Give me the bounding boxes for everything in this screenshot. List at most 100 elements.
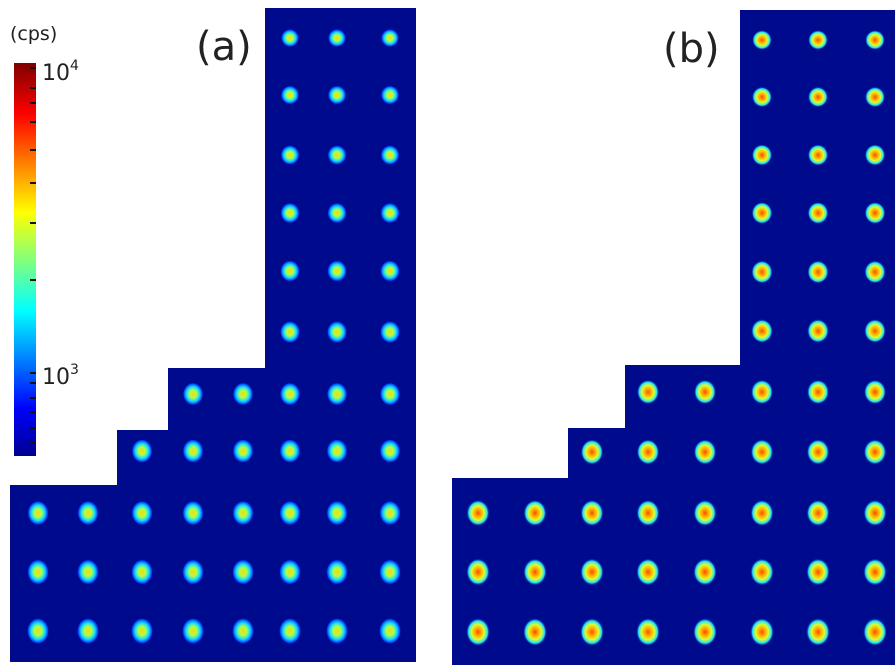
spot [466,558,490,586]
colorbar-ticks [30,67,36,444]
spot [806,558,830,586]
spot [750,379,774,405]
spot [807,86,829,108]
spot [280,202,300,224]
spot [326,500,348,526]
spot [182,439,204,463]
spot [379,439,401,463]
spot [327,85,347,105]
spot [751,319,773,343]
spot [326,439,348,463]
spot [327,260,347,282]
spot [379,559,401,585]
spot [182,618,204,644]
panel-label: (b) [663,26,720,72]
colorbar-tick-label: 104 [42,58,79,86]
spot [863,618,887,646]
spot [864,319,886,343]
colorbar-unit: (cps) [10,23,57,45]
spot [232,500,254,526]
spot [280,260,300,282]
spot [751,86,773,108]
spot [752,30,772,50]
spot [326,559,348,585]
spot [232,382,254,406]
spot [523,618,547,646]
spot [806,439,830,465]
spot [27,618,49,644]
colorbar [14,63,36,456]
spot [280,85,300,105]
spot [693,558,717,586]
spot [580,499,604,527]
spot [693,439,717,465]
spot [380,321,400,343]
spot [232,439,254,463]
spot [751,201,773,225]
spot [27,500,49,526]
spot [327,145,347,165]
spot [863,499,887,527]
spot [693,499,717,527]
spot [279,439,301,463]
panel-b [452,10,895,665]
spot [808,30,828,50]
spot [806,618,830,646]
spot [77,618,99,644]
spot [380,202,400,224]
spot [466,499,490,527]
spot [636,439,660,465]
spot [131,618,153,644]
spot [280,321,300,343]
spot [636,558,660,586]
spot [580,558,604,586]
spot [380,260,400,282]
spot [77,559,99,585]
spot [863,379,887,405]
spot [279,559,301,585]
spot [751,260,773,284]
spot [750,618,774,646]
spot [131,500,153,526]
spot [807,260,829,284]
spot [280,145,300,165]
panel-a [10,8,416,662]
spot [580,439,604,465]
spot [279,500,301,526]
spot [327,321,347,343]
spot [636,379,660,405]
spot [279,382,301,406]
spot [380,145,400,165]
spot [807,144,829,166]
spot [379,500,401,526]
spot [580,618,604,646]
spot [281,29,299,47]
spot [379,618,401,644]
spot [807,201,829,225]
spot [750,499,774,527]
spot [693,618,717,646]
spot [750,558,774,586]
spot [380,85,400,105]
spot [182,500,204,526]
spot [863,439,887,465]
panel-label: (a) [196,24,252,70]
spot [131,439,153,463]
spot [693,379,717,405]
spot [807,319,829,343]
spot [27,559,49,585]
spot [379,382,401,406]
spot [232,559,254,585]
spot [523,558,547,586]
spot [232,618,254,644]
spot [327,202,347,224]
spot [77,500,99,526]
spot [750,439,774,465]
spot [523,499,547,527]
spot [864,260,886,284]
spot [865,30,885,50]
spot [863,558,887,586]
spot [131,559,153,585]
spot [864,86,886,108]
